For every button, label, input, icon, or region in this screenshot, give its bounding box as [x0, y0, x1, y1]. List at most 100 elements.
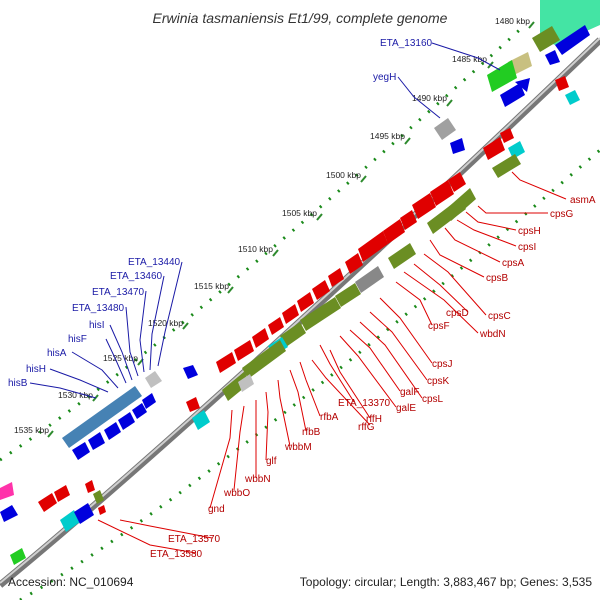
gene-label[interactable]: rfbB	[302, 427, 321, 438]
gene-block[interactable]	[297, 292, 314, 312]
gene-block[interactable]	[118, 412, 135, 430]
gene-label[interactable]: cpsH	[518, 226, 541, 237]
gene-block[interactable]	[132, 403, 147, 419]
gene-label[interactable]: ETA_13480	[72, 303, 125, 314]
gene-label[interactable]: ETA_13370	[338, 398, 391, 409]
gene-block[interactable]	[508, 141, 525, 159]
gene-label[interactable]: cpsK	[427, 376, 450, 387]
gene-block[interactable]	[238, 374, 254, 392]
gene-block[interactable]	[74, 503, 94, 524]
gene-label[interactable]: cpsG	[550, 209, 574, 220]
gene-block[interactable]	[280, 322, 306, 347]
gene-label[interactable]: cpsI	[518, 242, 536, 253]
gene-block[interactable]	[88, 432, 105, 450]
gene-label[interactable]: hisI	[89, 320, 105, 331]
gene-block[interactable]	[335, 283, 361, 307]
gene-label[interactable]: hisA	[47, 348, 67, 359]
gene-block[interactable]	[186, 397, 200, 412]
gene-block[interactable]	[345, 253, 363, 274]
gene-label[interactable]: hisF	[68, 334, 87, 345]
gene-label[interactable]: wbbN	[244, 474, 271, 485]
gene-block[interactable]	[532, 26, 560, 52]
gene-label[interactable]: ETA_13470	[92, 287, 145, 298]
gene-block[interactable]	[448, 172, 466, 192]
gene-label[interactable]: cpsL	[422, 394, 444, 405]
gene-block[interactable]	[268, 317, 284, 335]
gene-label[interactable]: asmA	[570, 195, 596, 206]
gene-label[interactable]: galE	[396, 403, 416, 414]
gene-label[interactable]: wbdN	[479, 329, 506, 340]
gene-block[interactable]	[300, 297, 341, 331]
gene-block[interactable]	[0, 482, 14, 500]
gene-block[interactable]	[358, 231, 388, 262]
gene-label[interactable]: cpsA	[502, 258, 525, 269]
gene-block[interactable]	[355, 266, 384, 293]
gene-label[interactable]: rfbA	[320, 412, 339, 423]
gene-block[interactable]	[183, 365, 198, 379]
gene-block[interactable]	[98, 505, 106, 515]
gene-block[interactable]	[312, 280, 330, 300]
gene-label[interactable]: rffH	[366, 414, 382, 425]
gene-block[interactable]	[10, 548, 26, 565]
gene-block[interactable]	[72, 442, 90, 460]
gene-block[interactable]	[412, 193, 436, 219]
red-gene-labels: asmA cpsG cpsH cpsI cpsA cpsB cpsC cpsD …	[150, 195, 596, 560]
gene-block[interactable]	[383, 219, 405, 244]
gene-label[interactable]: hisH	[26, 364, 46, 375]
gene-label[interactable]: ETA_13580	[150, 549, 203, 560]
gene-block[interactable]	[0, 505, 18, 522]
gene-block[interactable]	[400, 210, 417, 230]
gene-label[interactable]: wbbM	[284, 442, 312, 453]
gene-block[interactable]	[445, 188, 476, 221]
gene-block[interactable]	[515, 78, 530, 92]
gene-block[interactable]	[62, 386, 142, 448]
gene-block[interactable]	[450, 138, 465, 154]
gene-block[interactable]	[328, 268, 344, 287]
gene-label[interactable]: rffG	[358, 422, 375, 433]
gene-block[interactable]	[142, 393, 156, 409]
gene-block[interactable]	[430, 180, 454, 206]
inner-genes	[10, 76, 580, 565]
gene-label[interactable]: ETA_13570	[168, 534, 221, 545]
gene-block[interactable]	[145, 371, 162, 388]
gene-block[interactable]	[93, 490, 104, 504]
gene-block[interactable]	[104, 422, 121, 440]
gene-label[interactable]: hisB	[8, 378, 28, 389]
gene-block[interactable]	[252, 328, 269, 348]
gene-label[interactable]: wbbO	[223, 488, 250, 499]
gene-block[interactable]	[38, 493, 57, 512]
gene-block[interactable]	[192, 410, 210, 430]
gene-label[interactable]: cpsC	[488, 311, 511, 322]
gene-block[interactable]	[54, 485, 70, 502]
gene-block[interactable]	[487, 60, 517, 92]
gene-block[interactable]	[388, 243, 416, 269]
gene-block[interactable]	[492, 154, 521, 178]
gene-block[interactable]	[85, 480, 95, 493]
gene-block[interactable]	[500, 83, 525, 107]
gene-block[interactable]	[242, 340, 286, 379]
gene-label[interactable]: cpsJ	[432, 359, 453, 370]
gene-block[interactable]	[434, 118, 456, 140]
gene-block[interactable]	[545, 50, 560, 65]
gene-block[interactable]	[234, 340, 254, 361]
gene-block[interactable]	[500, 128, 514, 143]
gene-label[interactable]: cpsF	[428, 321, 450, 332]
gene-block[interactable]	[565, 90, 580, 105]
gene-label[interactable]: ETA_13440	[128, 257, 181, 268]
gene-block[interactable]	[483, 137, 505, 160]
gene-label[interactable]: yegH	[373, 72, 396, 83]
gene-label[interactable]: glf	[266, 456, 277, 467]
gene-block[interactable]	[216, 352, 236, 373]
kbp-tick-label: 1485 kbp	[452, 54, 487, 64]
gene-block[interactable]	[60, 510, 80, 532]
gene-block[interactable]	[282, 304, 299, 324]
gene-label[interactable]: galF	[400, 387, 419, 398]
gene-label[interactable]: ETA_13160	[380, 38, 433, 49]
gene-label[interactable]: gnd	[208, 504, 225, 515]
gene-block[interactable]	[555, 76, 569, 91]
gene-label[interactable]: ETA_13460	[110, 271, 163, 282]
gene-block[interactable]	[555, 25, 590, 55]
gene-label[interactable]: cpsD	[446, 308, 469, 319]
gene-label[interactable]: cpsB	[486, 273, 509, 284]
